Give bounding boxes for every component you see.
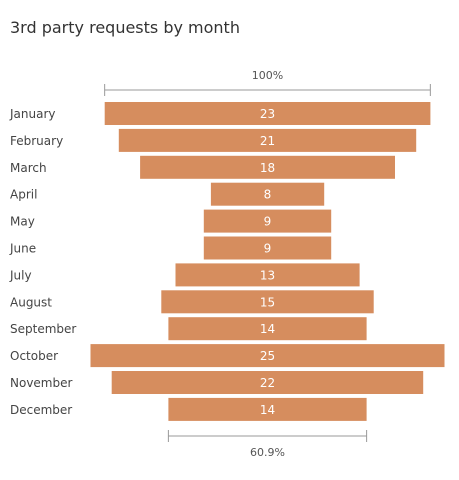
bottom-ratio-label: 60.9% [250,446,285,459]
bar-april [210,182,325,206]
category-label-august: August [10,295,52,309]
data-label-july: 13 [260,268,275,282]
data-label-january: 23 [260,107,275,121]
bar-december [168,397,367,421]
bar-october [90,344,445,368]
bar-january [104,102,431,125]
data-label-february: 21 [260,134,275,148]
category-label-january: January [9,107,56,121]
data-label-october: 25 [260,349,275,363]
category-label-june: June [9,242,36,256]
category-label-july: July [9,268,32,282]
category-label-october: October [10,349,58,363]
chart-title: 3rd party requests by month [10,18,240,37]
bar-september [168,317,367,341]
data-label-april: 8 [264,188,272,202]
category-label-march: March [10,161,47,175]
category-label-may: May [10,215,35,229]
bar-november [111,371,424,394]
bar-march [140,155,395,179]
bar-july [175,263,360,287]
category-label-april: April [10,188,37,202]
category-label-september: September [10,322,76,336]
bar-february [118,128,417,152]
bar-august [161,290,374,314]
data-label-november: 22 [260,376,275,390]
data-label-september: 14 [260,322,275,336]
data-label-june: 9 [264,242,272,256]
bar-may [203,209,332,233]
data-label-august: 15 [260,295,275,309]
data-label-march: 18 [260,161,275,175]
category-label-december: December [10,403,72,417]
category-label-february: February [10,134,63,148]
category-label-november: November [10,376,72,390]
data-label-may: 9 [264,215,272,229]
bar-june [203,236,332,260]
top-ratio-label: 100% [252,69,283,82]
data-label-december: 14 [260,403,275,417]
